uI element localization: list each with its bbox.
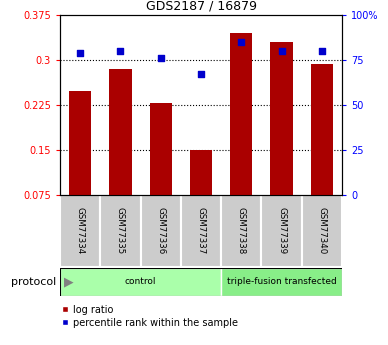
Bar bbox=[60, 195, 100, 267]
Bar bbox=[181, 195, 221, 267]
Text: ▶: ▶ bbox=[64, 276, 73, 288]
Point bbox=[279, 48, 285, 54]
Text: triple-fusion transfected: triple-fusion transfected bbox=[227, 277, 336, 286]
Legend: log ratio, percentile rank within the sample: log ratio, percentile rank within the sa… bbox=[61, 305, 237, 328]
Bar bbox=[190, 150, 212, 195]
Title: GDS2187 / 16879: GDS2187 / 16879 bbox=[146, 0, 256, 12]
Bar bbox=[69, 91, 91, 195]
Point bbox=[238, 39, 244, 45]
Text: GSM77334: GSM77334 bbox=[76, 207, 85, 255]
Text: protocol: protocol bbox=[11, 277, 56, 287]
Point bbox=[198, 72, 204, 77]
Bar bbox=[270, 42, 293, 195]
Bar bbox=[109, 69, 132, 195]
Text: GSM77339: GSM77339 bbox=[277, 207, 286, 255]
Text: GSM77336: GSM77336 bbox=[156, 207, 165, 255]
Text: GSM77337: GSM77337 bbox=[196, 207, 206, 255]
Bar bbox=[100, 195, 140, 267]
Point bbox=[117, 48, 123, 54]
Bar bbox=[150, 103, 172, 195]
Bar bbox=[262, 195, 302, 267]
Bar bbox=[60, 268, 221, 296]
Text: control: control bbox=[125, 277, 156, 286]
Text: GSM77340: GSM77340 bbox=[317, 207, 326, 255]
Point bbox=[319, 48, 325, 54]
Text: GSM77335: GSM77335 bbox=[116, 207, 125, 255]
Bar bbox=[302, 195, 342, 267]
Bar bbox=[230, 33, 252, 195]
Bar bbox=[140, 195, 181, 267]
Bar bbox=[221, 268, 342, 296]
Bar bbox=[311, 64, 333, 195]
Point bbox=[158, 56, 164, 61]
Bar bbox=[221, 195, 262, 267]
Text: GSM77338: GSM77338 bbox=[237, 207, 246, 255]
Point bbox=[77, 50, 83, 56]
